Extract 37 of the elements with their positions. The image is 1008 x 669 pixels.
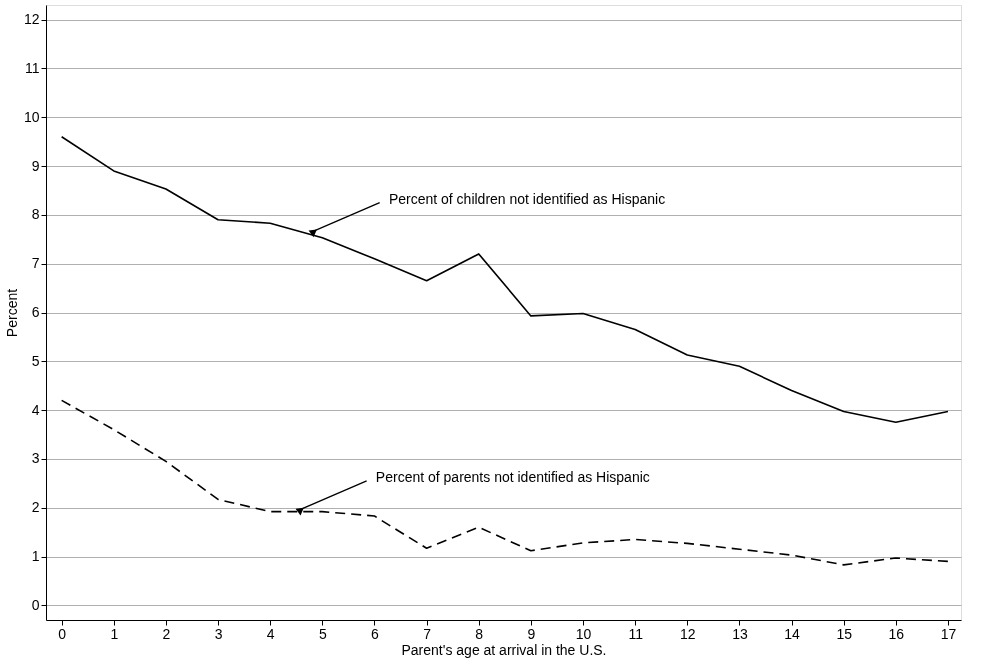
x-tick-label: 11 <box>628 625 644 642</box>
x-axis-title: Parent's age at arrival in the U.S. <box>401 641 607 658</box>
x-tick-label: 13 <box>732 625 748 642</box>
y-tick-label: 9 <box>31 157 40 174</box>
line-series <box>60 399 949 566</box>
line-series <box>60 135 949 424</box>
y-tick-label: 5 <box>31 352 40 369</box>
y-tick-label: 2 <box>31 499 40 516</box>
x-tick-label: 10 <box>575 625 592 642</box>
y-tick-label: 7 <box>31 255 40 272</box>
y-tick-label: 1 <box>31 548 40 565</box>
x-tick-label: 9 <box>527 625 536 642</box>
y-tick-label: 6 <box>31 304 40 320</box>
x-tick-label: 3 <box>214 625 223 642</box>
y-tick-label: 3 <box>31 450 40 467</box>
x-tick-label: 14 <box>784 625 801 642</box>
x-tick-label: 17 <box>940 625 957 642</box>
x-tick-label: 12 <box>679 625 696 642</box>
x-tick-label: 4 <box>266 625 275 642</box>
x-tick-label: 0 <box>58 625 67 642</box>
x-tick-label: 6 <box>371 625 380 642</box>
x-tick-label: 16 <box>888 625 905 642</box>
y-tick-label: 8 <box>31 206 40 223</box>
y-tick-label: 0 <box>31 596 40 613</box>
y-tick-label: 4 <box>31 401 40 418</box>
y-tick-label: 10 <box>23 108 40 125</box>
x-tick-label: 15 <box>836 625 853 642</box>
x-tick-label: 5 <box>318 625 327 642</box>
x-tick-label: 1 <box>110 625 119 642</box>
y-tick-label: 11 <box>24 59 40 76</box>
x-tick-label: 8 <box>475 625 484 642</box>
y-axis-title: Percent <box>3 288 20 338</box>
annotation: Percent of children not identified as Hispanic <box>388 191 666 208</box>
x-tick-label: 2 <box>162 625 171 642</box>
y-tick-label: 12 <box>23 11 40 28</box>
annotation: Percent of parents not identified as Hispanic <box>375 469 650 486</box>
x-tick-label: 7 <box>423 625 432 642</box>
